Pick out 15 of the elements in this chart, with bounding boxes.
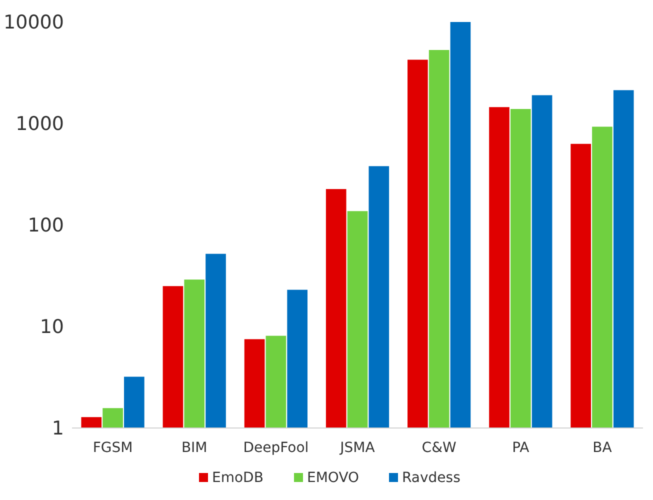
y-tick-label: 100 [28, 214, 64, 237]
legend-label: EMOVO [307, 470, 360, 486]
y-tick-label: 10000 [4, 12, 64, 34]
x-tick-label: FGSM [92, 440, 133, 456]
x-tick-label: C&W [422, 440, 456, 456]
x-tick-label: BA [592, 440, 612, 456]
y-tick-label: 1 [52, 418, 64, 440]
x-tick-label: PA [512, 440, 530, 456]
legend-label: EmoDB [212, 470, 264, 486]
y-tick-label: 10 [40, 316, 64, 338]
x-tick-label: BIM [181, 440, 208, 456]
x-tick-label: DeepFool [243, 440, 309, 456]
legend-label: Ravdess [402, 470, 460, 486]
y-tick-label: 1000 [16, 113, 64, 136]
x-tick-label: JSMA [339, 440, 376, 456]
